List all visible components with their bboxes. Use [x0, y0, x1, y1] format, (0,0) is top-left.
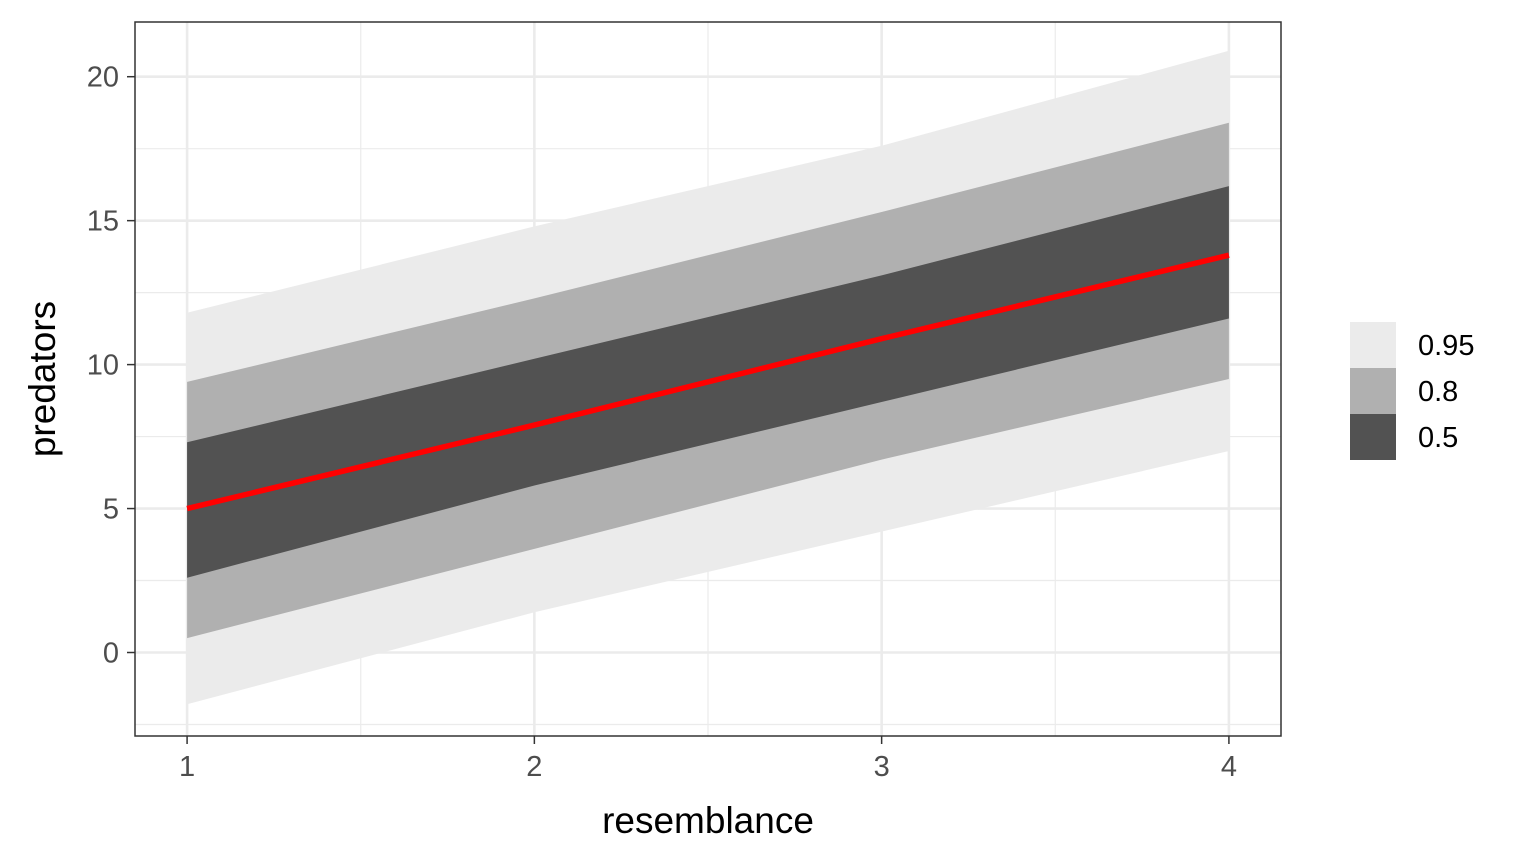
y-tick-label: 5 — [103, 494, 119, 526]
series-line-0 — [186, 252, 1230, 512]
x-tick-label: 2 — [526, 751, 542, 783]
y-tick-label: 15 — [87, 206, 119, 238]
x-tick-label: 3 — [874, 751, 890, 783]
legend-key-0.95 — [1350, 322, 1396, 368]
x-axis-title: resemblance — [602, 800, 814, 841]
series-lines — [186, 252, 1230, 512]
y-tick-label: 10 — [87, 350, 119, 382]
x-tick-label: 4 — [1221, 751, 1237, 783]
y-tick-label: 20 — [87, 62, 119, 94]
legend-label: 0.5 — [1418, 422, 1458, 454]
x-axis: 1 2 3 4 — [179, 736, 1237, 783]
y-tick-label: 0 — [103, 638, 119, 670]
plot-panel-border — [134, 21, 1282, 737]
legend-key-0.5 — [1350, 414, 1396, 460]
legend-label: 0.8 — [1418, 376, 1458, 408]
y-axis-title: predators — [22, 301, 63, 457]
x-tick-label: 1 — [179, 751, 195, 783]
legend: 0.95 0.8 0.5 — [1350, 322, 1474, 460]
legend-label: 0.95 — [1418, 330, 1474, 362]
y-axis: 0 5 10 15 20 — [87, 62, 135, 670]
legend-key-0.8 — [1350, 368, 1396, 414]
